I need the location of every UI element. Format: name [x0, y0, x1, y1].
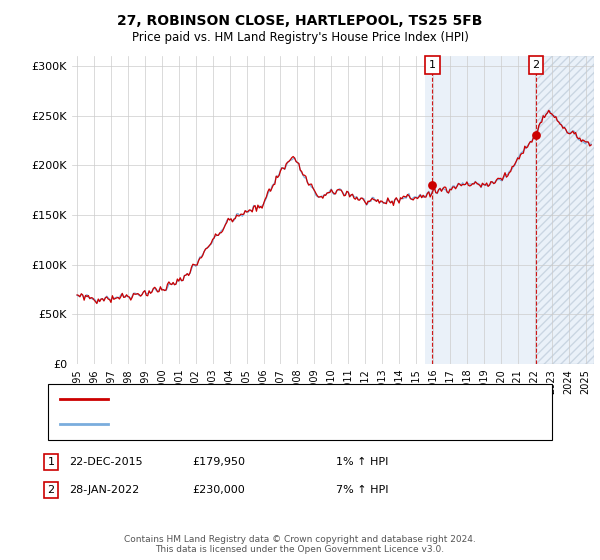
- Text: 2: 2: [532, 60, 539, 70]
- Text: Contains HM Land Registry data © Crown copyright and database right 2024.
This d: Contains HM Land Registry data © Crown c…: [124, 535, 476, 554]
- Text: 28-JAN-2022: 28-JAN-2022: [69, 485, 139, 495]
- Text: £230,000: £230,000: [192, 485, 245, 495]
- Text: HPI: Average price, detached house, Hartlepool: HPI: Average price, detached house, Hart…: [114, 419, 361, 429]
- Text: £179,950: £179,950: [192, 457, 245, 467]
- Text: 27, ROBINSON CLOSE, HARTLEPOOL, TS25 5FB (detached house): 27, ROBINSON CLOSE, HARTLEPOOL, TS25 5FB…: [114, 394, 452, 404]
- Point: [428, 181, 437, 190]
- Text: 22-DEC-2015: 22-DEC-2015: [69, 457, 143, 467]
- Text: 1: 1: [429, 60, 436, 70]
- Bar: [536, 56, 594, 364]
- Text: Price paid vs. HM Land Registry's House Price Index (HPI): Price paid vs. HM Land Registry's House …: [131, 31, 469, 44]
- Point: [531, 131, 541, 140]
- Bar: [425, 56, 594, 364]
- Text: 1% ↑ HPI: 1% ↑ HPI: [336, 457, 388, 467]
- Text: 7% ↑ HPI: 7% ↑ HPI: [336, 485, 389, 495]
- Text: 1: 1: [47, 457, 55, 467]
- Text: 2: 2: [47, 485, 55, 495]
- Text: 27, ROBINSON CLOSE, HARTLEPOOL, TS25 5FB: 27, ROBINSON CLOSE, HARTLEPOOL, TS25 5FB: [118, 14, 482, 28]
